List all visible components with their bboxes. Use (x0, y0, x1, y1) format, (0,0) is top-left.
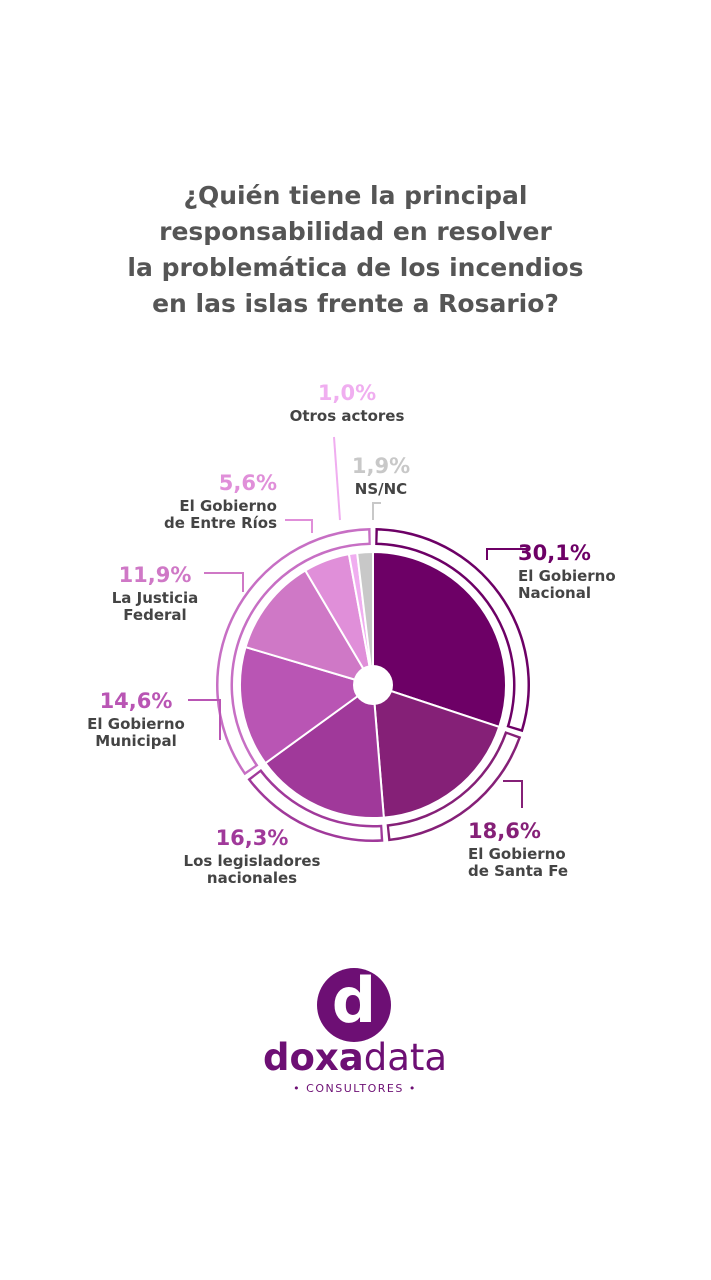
leader-line (503, 780, 523, 808)
ring-segment-inner (218, 530, 369, 772)
slice-category-label: El Gobierno (468, 845, 566, 863)
logo-wordmark-doxa: doxa (262, 1036, 364, 1079)
slice-category-label: NS/NC (355, 480, 407, 498)
slice-category-label: Nacional (518, 584, 591, 602)
pie-slices (239, 550, 507, 819)
slice-category-label: de Santa Fe (468, 862, 568, 880)
leader-line (188, 699, 221, 740)
slice-percent-label: 18,6% (468, 819, 541, 843)
outer-ring (215, 528, 531, 843)
slice-percent-label: 1,0% (318, 381, 376, 405)
slice-percent-label: 30,1% (518, 541, 591, 565)
logo-wordmark-data: data (363, 1036, 448, 1079)
slice-percent-label: 14,6% (100, 689, 173, 713)
leader-lines (188, 436, 528, 808)
pie-slice (372, 550, 507, 729)
logo-wordmark: doxadata (255, 1036, 455, 1079)
leader-line (372, 502, 381, 520)
center-hole (353, 665, 393, 705)
slice-percent-label: 11,9% (119, 563, 192, 587)
pie-slice (371, 683, 501, 819)
leader-line (333, 436, 341, 521)
slice-category-label: El Gobierno (179, 497, 277, 515)
logo-mark-letter: d (331, 964, 377, 1037)
doxa-data-logo: d doxadata • CONSULTORES • (255, 960, 455, 1110)
slice-category-label: Los legisladores (184, 852, 321, 870)
slice-category-label: La Justicia (112, 589, 199, 607)
title-line: en las islas frente a Rosario? (152, 289, 559, 318)
title-line: la problemática de los incendios (127, 253, 584, 282)
slice-category-label: Municipal (95, 732, 176, 750)
pie-slice (356, 550, 374, 686)
slice-category-label: nacionales (207, 869, 297, 887)
ring-segment-inner (389, 734, 519, 839)
pie-slice (264, 683, 385, 819)
slice-percent-label: 16,3% (216, 826, 289, 850)
pie-slice (244, 569, 376, 687)
leader-line (285, 519, 313, 533)
leader-line (204, 572, 244, 592)
slice-category-label: El Gobierno (518, 567, 616, 585)
title-line: ¿Quién tiene la principal (183, 181, 528, 210)
leader-line (486, 548, 528, 560)
slice-category-label: de Entre Ríos (164, 514, 277, 532)
logo-mark: d (317, 964, 391, 1042)
slice-category-label: El Gobierno (87, 715, 185, 733)
logo-subtitle: • CONSULTORES • (293, 1082, 417, 1095)
slice-percent-label: 1,9% (352, 454, 410, 478)
slice-percent-label: 5,6% (219, 471, 277, 495)
slice-category-label: Federal (123, 606, 186, 624)
slice-category-label: Otros actores (290, 407, 405, 425)
chart-title: ¿Quién tiene la principal responsabilida… (0, 178, 711, 322)
title-line: responsabilidad en resolver (159, 217, 552, 246)
ring-segment-inner (250, 772, 381, 840)
ring-segment (247, 769, 384, 843)
